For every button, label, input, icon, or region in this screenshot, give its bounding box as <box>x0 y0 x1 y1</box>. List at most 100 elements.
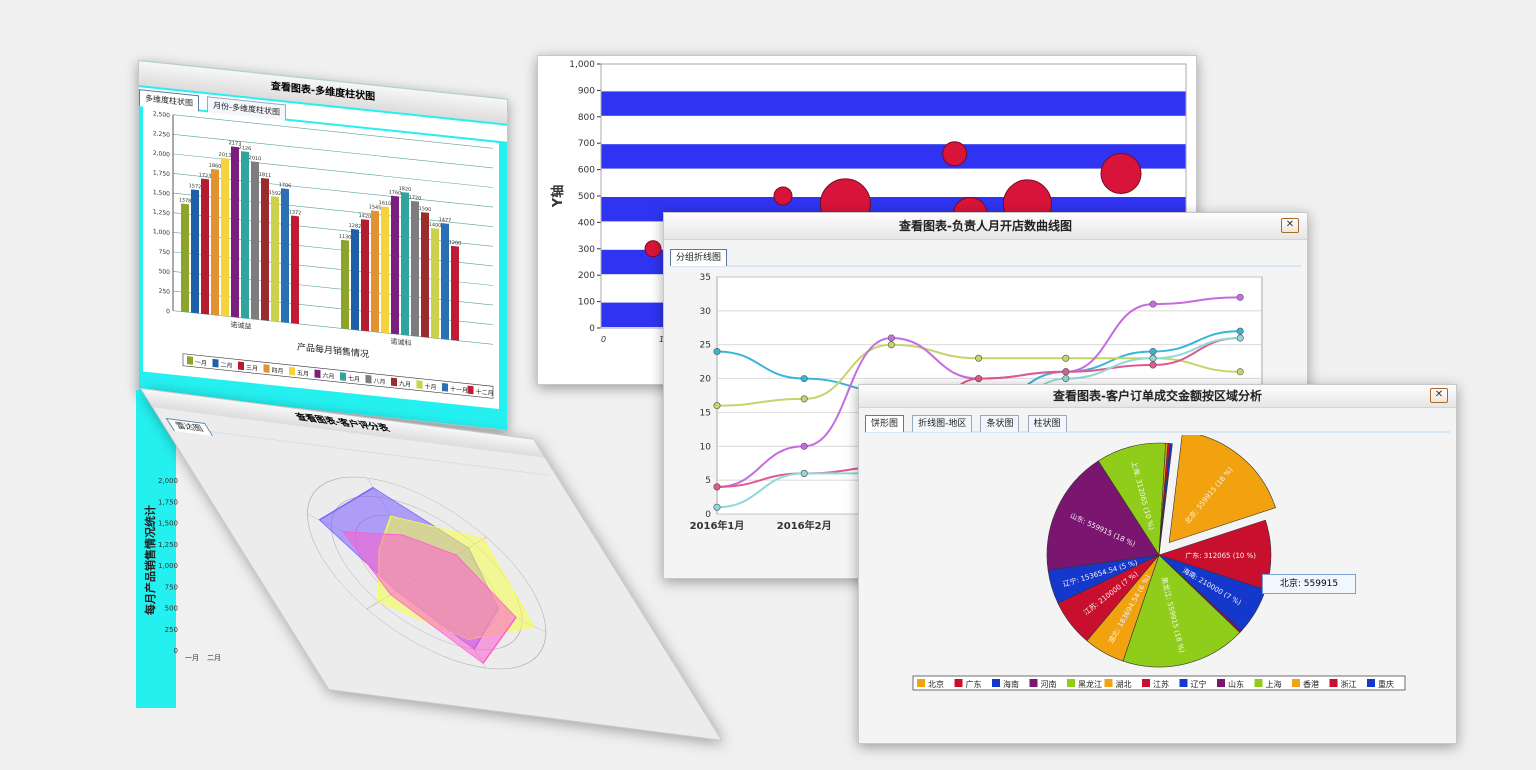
bar-value-label: 1477 <box>439 217 452 224</box>
bar <box>411 200 419 337</box>
bar <box>221 157 229 317</box>
y-tick-label: 700 <box>578 139 595 149</box>
pie-window-close-button[interactable]: ✕ <box>1430 388 1448 403</box>
y-tick-label: 35 <box>700 273 711 283</box>
legend-label: 五月 <box>297 370 309 378</box>
legend-swatch <box>442 382 448 392</box>
series-point <box>1236 334 1244 342</box>
series-point <box>1149 361 1157 369</box>
y-tick-label: 10 <box>700 442 712 452</box>
legend-swatch <box>1329 679 1338 687</box>
y-tick-label: 1,000 <box>153 228 170 237</box>
series-point <box>1062 375 1070 383</box>
x-tick-label: 1 <box>659 335 664 344</box>
pie-window-title: 查看图表-客户订单成交金额按区域分析 <box>1053 389 1262 403</box>
legend-swatch <box>467 385 474 395</box>
tab-pie[interactable]: 饼形图 <box>865 415 905 432</box>
y-tick-label: 1,000 <box>569 60 595 70</box>
legend-swatch <box>314 369 321 379</box>
radar-area <box>342 531 517 665</box>
y-tick-label: 500 <box>165 605 178 613</box>
bar <box>211 168 219 316</box>
bar-window-title: 查看图表-多维度柱状图 <box>270 80 376 103</box>
y-tick-label: 1,250 <box>153 209 170 218</box>
legend-label: 三月 <box>246 364 258 372</box>
legend-swatch <box>391 377 397 387</box>
y-tick-label: 5 <box>705 476 711 486</box>
bar <box>251 161 259 320</box>
legend-swatch <box>1254 679 1263 687</box>
band <box>601 144 1186 169</box>
y-tick-label: 800 <box>578 113 595 123</box>
legend-box <box>182 353 494 399</box>
pie-tooltip-text: 北京: 559915 <box>1279 579 1339 589</box>
bubble <box>644 240 662 258</box>
series-point <box>975 375 983 383</box>
y-tick-label: 0 <box>166 308 170 315</box>
x-category-label: 二月 <box>207 654 220 662</box>
legend-label: 海南 <box>1003 679 1019 689</box>
y-tick-label: 1,750 <box>158 498 178 506</box>
legend-swatch <box>289 366 295 376</box>
tab-group-line[interactable]: 分组折线图 <box>670 249 728 266</box>
y-tick-label: 2,500 <box>153 111 170 120</box>
bar-value-label: 1400 <box>429 222 442 229</box>
bubble <box>1100 153 1142 195</box>
legend-label: 山东 <box>1228 679 1244 689</box>
legend-label: 重庆 <box>1378 679 1394 689</box>
bar <box>421 212 429 338</box>
series-point <box>1149 354 1157 362</box>
y-tick-label: 1,500 <box>153 189 170 198</box>
y-tick-label: 0 <box>174 647 178 655</box>
series-point <box>975 354 983 362</box>
gridline <box>173 114 493 149</box>
legend-label: 浙江 <box>1341 679 1357 689</box>
bar-value-label: 1200 <box>449 240 462 247</box>
y-tick-label: 1,750 <box>153 169 170 178</box>
tab-line-region[interactable]: 折线图-地区 <box>912 415 973 432</box>
pie-tabbar: 饼形图 折线图-地区 条状图 柱状图 <box>865 413 1450 433</box>
legend-swatch <box>340 372 346 381</box>
bar-value-label: 1592 <box>269 190 282 197</box>
bar-value-label: 1545 <box>369 204 382 211</box>
series-point <box>713 483 721 491</box>
legend-swatch <box>1217 679 1225 687</box>
series-point <box>713 402 721 410</box>
bar <box>231 146 239 318</box>
y-tick-label: 2,000 <box>158 477 178 485</box>
radar-chart <box>307 476 547 670</box>
y-tick-label: 500 <box>578 192 595 202</box>
y-tick-label: 1,250 <box>158 541 178 549</box>
legend-label: 广东 <box>966 679 982 689</box>
bar-value-label: 1811 <box>259 172 272 179</box>
band <box>601 91 1186 116</box>
tab-strip[interactable]: 条状图 <box>980 415 1020 432</box>
legend-swatch <box>917 679 925 687</box>
series-point <box>887 341 895 349</box>
bar <box>401 191 409 336</box>
y-tick-label: 100 <box>578 298 595 308</box>
bar <box>341 239 349 330</box>
series-point <box>713 503 721 511</box>
y-tick-label: 20 <box>700 375 712 385</box>
legend-swatch <box>1179 679 1188 687</box>
tab-column[interactable]: 柱状图 <box>1027 415 1067 432</box>
bubble <box>942 141 968 167</box>
legend-label: 二月 <box>221 362 233 370</box>
y-axis-title: Y轴 <box>550 185 566 208</box>
x-tick-label: 0 <box>601 335 606 344</box>
bar <box>261 177 269 321</box>
multi-bar-chart: 0 250 500 750 1,000 1,250 1,500 1,750 2,000 2,250… <box>143 105 499 409</box>
bar <box>451 245 459 341</box>
bar-value-label: 1706 <box>279 182 292 189</box>
bar-value-label: 2013 <box>219 152 232 159</box>
bar-value-label: 1130 <box>339 234 352 241</box>
series-point <box>800 395 808 403</box>
legend-swatch <box>365 374 372 384</box>
y-tick-label: 15 <box>700 408 711 418</box>
line-window-close-button[interactable]: ✕ <box>1281 218 1299 233</box>
bar-value-label: 1378 <box>179 197 192 204</box>
pie-chart-window: 查看图表-客户订单成交金额按区域分析 ✕ 饼形图 折线图-地区 条状图 柱状图 … <box>858 384 1457 744</box>
y-tick-label: 2,250 <box>153 130 170 139</box>
bar-value-label: 1590 <box>419 206 432 213</box>
